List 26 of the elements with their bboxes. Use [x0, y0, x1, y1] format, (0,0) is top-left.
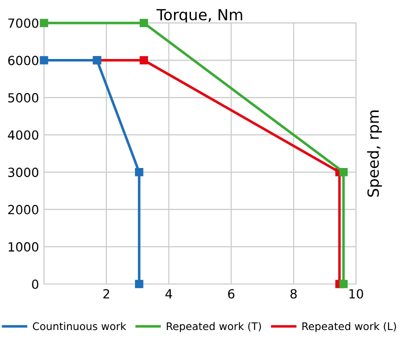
- y-tick-label: 7000: [8, 18, 38, 28]
- y-tick-label: 4000: [8, 130, 38, 140]
- point: [339, 280, 348, 288]
- y-tick-label: 2000: [8, 204, 38, 214]
- y-tick-label: 3000: [8, 168, 38, 178]
- point: [134, 168, 144, 176]
- legend-label: Repeated work (T): [166, 322, 261, 332]
- x-tick-label: 10: [349, 289, 364, 299]
- x-axis-title: Torque, Nm: [156, 9, 242, 24]
- x-tick-label: 8: [290, 289, 297, 299]
- x-tick-label: 2: [103, 289, 110, 298]
- y-tick-label: 1000: [8, 242, 38, 252]
- point: [140, 56, 148, 64]
- point: [40, 18, 48, 28]
- y-axis-title: Speed, rpm: [367, 110, 382, 197]
- point: [140, 18, 148, 28]
- point: [339, 168, 348, 176]
- legend-label: Countinuous work: [32, 322, 126, 330]
- x-tick-label: 6: [228, 289, 234, 299]
- x-tick-label: 4: [165, 289, 172, 298]
- point: [134, 280, 144, 288]
- legend-label: Repeated work (L): [302, 322, 396, 332]
- y-tick-label: 5000: [8, 93, 38, 102]
- point: [40, 56, 48, 64]
- y-tick-label: 0: [32, 279, 38, 289]
- y-tick-label: 6000: [8, 56, 38, 66]
